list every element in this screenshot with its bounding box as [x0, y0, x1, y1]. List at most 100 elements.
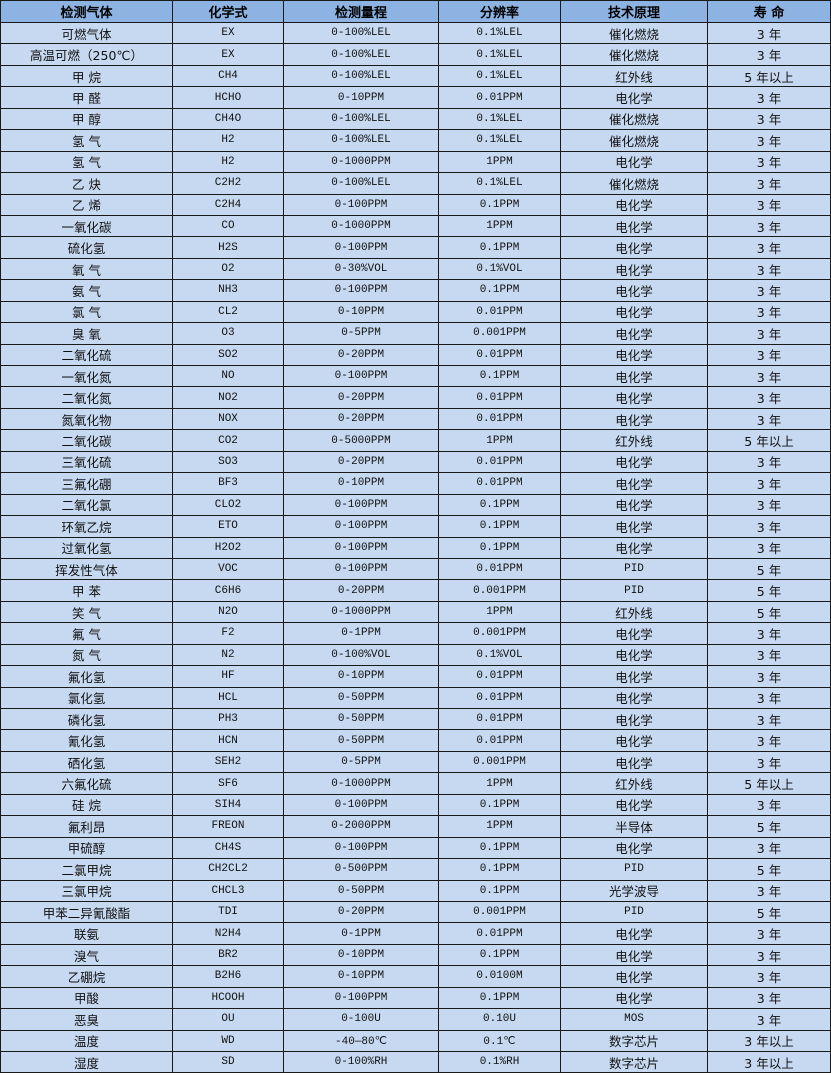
cell-principle: PID — [560, 900, 708, 924]
cell-range: -40—80℃ — [283, 1029, 439, 1053]
cell-range: 0-100U — [283, 1008, 439, 1031]
cell-gas-name: 氟 气 — [0, 622, 173, 645]
cell-formula: F2 — [172, 622, 284, 645]
cell-formula: H2S — [172, 236, 284, 259]
column-header-gas-name: 检测气体 — [0, 0, 173, 23]
cell-principle: 电化学 — [560, 300, 708, 324]
cell-resolution: 1PPM — [438, 150, 561, 174]
cell-lifespan: 5 年 — [707, 579, 831, 602]
cell-resolution: 0.01PPM — [438, 86, 561, 109]
cell-principle: 电化学 — [560, 622, 708, 645]
cell-formula: NH3 — [172, 279, 284, 302]
cell-formula: N2 — [172, 643, 284, 667]
cell-resolution: 0.1PPM — [438, 836, 561, 860]
cell-principle: PID — [560, 579, 708, 602]
cell-resolution: 0.1%VOL — [438, 257, 561, 281]
cell-principle: PID — [560, 557, 708, 581]
column-header-formula: 化学式 — [172, 0, 284, 23]
cell-lifespan: 3 年以上 — [707, 1050, 831, 1074]
cell-resolution: 0.1PPM — [438, 986, 561, 1010]
cell-formula: WD — [172, 1029, 284, 1053]
cell-formula: NOX — [172, 407, 284, 431]
cell-formula: CH2CL2 — [172, 858, 284, 881]
table-row: 二氧化硫 SO2 0-20PPM 0.01PPM 电化学 3 年 — [0, 343, 831, 367]
cell-gas-name: 臭 氧 — [0, 322, 173, 345]
cell-lifespan: 3 年 — [707, 622, 831, 645]
table-row: 硅 烷 SIH4 0-100PPM 0.1PPM 电化学 3 年 — [0, 793, 831, 817]
cell-gas-name: 硅 烷 — [0, 793, 173, 817]
cell-principle: 催化燃烧 — [560, 43, 708, 66]
cell-gas-name: 过氧化氢 — [0, 536, 173, 559]
cell-resolution: 1PPM — [438, 429, 561, 452]
cell-range: 0-100PPM — [283, 236, 439, 259]
cell-gas-name: 硫化氢 — [0, 236, 173, 259]
cell-resolution: 0.1℃ — [438, 1029, 561, 1053]
cell-formula: BF3 — [172, 472, 284, 495]
cell-resolution: 0.1PPM — [438, 793, 561, 817]
cell-formula: HCHO — [172, 86, 284, 109]
cell-formula: ETO — [172, 515, 284, 538]
cell-formula: SD — [172, 1050, 284, 1074]
cell-formula: H2 — [172, 150, 284, 174]
cell-lifespan: 5 年以上 — [707, 429, 831, 452]
cell-principle: 半导体 — [560, 815, 708, 838]
table-row: 甲硫醇 CH4S 0-100PPM 0.1PPM 电化学 3 年 — [0, 836, 831, 860]
cell-resolution: 0.1PPM — [438, 515, 561, 538]
cell-principle: 电化学 — [560, 236, 708, 259]
cell-formula: HCL — [172, 686, 284, 710]
cell-formula: O2 — [172, 257, 284, 281]
cell-gas-name: 二氧化氮 — [0, 386, 173, 409]
cell-range: 0-30%VOL — [283, 257, 439, 281]
cell-lifespan: 3 年 — [707, 300, 831, 324]
cell-principle: 电化学 — [560, 472, 708, 495]
cell-formula: SF6 — [172, 772, 284, 795]
cell-range: 0-50PPM — [283, 729, 439, 752]
cell-formula: N2O — [172, 600, 284, 624]
cell-principle: 电化学 — [560, 86, 708, 109]
cell-range: 0-1PPM — [283, 622, 439, 645]
cell-gas-name: 二氧化碳 — [0, 429, 173, 452]
cell-formula: FREON — [172, 815, 284, 838]
cell-lifespan: 5 年 — [707, 900, 831, 924]
cell-principle: 电化学 — [560, 257, 708, 281]
cell-range: 0-100PPM — [283, 536, 439, 559]
cell-principle: 红外线 — [560, 600, 708, 624]
cell-gas-name: 温度 — [0, 1029, 173, 1053]
table-row: 恶臭 OU 0-100U 0.10U MOS 3 年 — [0, 1008, 831, 1031]
cell-lifespan: 3 年 — [707, 193, 831, 216]
cell-resolution: 0.1PPM — [438, 943, 561, 967]
cell-formula: C2H4 — [172, 193, 284, 216]
cell-gas-name: 三氯甲烷 — [0, 879, 173, 902]
cell-formula: EX — [172, 43, 284, 66]
cell-gas-name: 磷化氢 — [0, 707, 173, 731]
table-row: 甲 醛 HCHO 0-10PPM 0.01PPM 电化学 3 年 — [0, 86, 831, 109]
cell-range: 0-20PPM — [283, 900, 439, 924]
cell-resolution: 0.01PPM — [438, 707, 561, 731]
table-row: 环氧乙烷 ETO 0-100PPM 0.1PPM 电化学 3 年 — [0, 515, 831, 538]
cell-range: 0-1000PPM — [283, 214, 439, 238]
cell-range: 0-100%VOL — [283, 643, 439, 667]
cell-gas-name: 二氧化硫 — [0, 343, 173, 367]
cell-range: 0-500PPM — [283, 858, 439, 881]
cell-resolution: 0.1%LEL — [438, 129, 561, 152]
table-row: 湿度 SD 0-100%RH 0.1%RH 数字芯片 3 年以上 — [0, 1050, 831, 1074]
cell-range: 0-50PPM — [283, 879, 439, 902]
cell-gas-name: 笑 气 — [0, 600, 173, 624]
cell-lifespan: 3 年 — [707, 257, 831, 281]
cell-lifespan: 3 年 — [707, 515, 831, 538]
table-row: 六氟化硫 SF6 0-1000PPM 1PPM 红外线 5 年以上 — [0, 772, 831, 795]
cell-lifespan: 3 年 — [707, 386, 831, 409]
table-row: 氮氧化物 NOX 0-20PPM 0.01PPM 电化学 3 年 — [0, 407, 831, 431]
table-row: 二氧化氯 CLO2 0-100PPM 0.1PPM 电化学 3 年 — [0, 493, 831, 517]
cell-principle: 电化学 — [560, 364, 708, 388]
cell-resolution: 0.001PPM — [438, 622, 561, 645]
cell-lifespan: 3 年 — [707, 407, 831, 431]
cell-resolution: 0.1PPM — [438, 493, 561, 517]
cell-gas-name: 乙 炔 — [0, 172, 173, 195]
cell-principle: 电化学 — [560, 536, 708, 559]
cell-formula: PH3 — [172, 707, 284, 731]
cell-formula: CO2 — [172, 429, 284, 452]
cell-range: 0-100%LEL — [283, 21, 439, 45]
cell-principle: 电化学 — [560, 279, 708, 302]
cell-resolution: 0.01PPM — [438, 343, 561, 367]
